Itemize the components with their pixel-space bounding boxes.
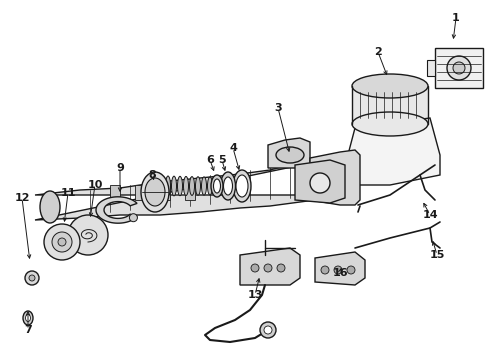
Polygon shape [110, 185, 120, 200]
Circle shape [68, 215, 108, 255]
Ellipse shape [207, 177, 213, 195]
Circle shape [44, 224, 80, 260]
Ellipse shape [196, 177, 200, 195]
Circle shape [453, 62, 465, 74]
Circle shape [129, 214, 137, 222]
Polygon shape [427, 60, 435, 76]
Polygon shape [135, 185, 145, 200]
Polygon shape [268, 138, 310, 168]
Ellipse shape [177, 176, 182, 196]
Polygon shape [295, 160, 345, 203]
Ellipse shape [201, 177, 206, 195]
Text: 16: 16 [332, 268, 348, 278]
Polygon shape [315, 252, 365, 285]
Polygon shape [435, 48, 483, 88]
Circle shape [334, 266, 342, 274]
Ellipse shape [23, 311, 33, 325]
Ellipse shape [214, 179, 220, 193]
Text: 12: 12 [14, 193, 30, 203]
Ellipse shape [211, 175, 223, 197]
Text: 7: 7 [24, 325, 32, 335]
Polygon shape [185, 185, 195, 200]
Polygon shape [96, 197, 137, 223]
Ellipse shape [183, 176, 189, 195]
Text: 14: 14 [422, 210, 438, 220]
Ellipse shape [172, 176, 176, 196]
Circle shape [321, 266, 329, 274]
Ellipse shape [352, 112, 428, 136]
Text: 8: 8 [148, 170, 156, 180]
Circle shape [251, 264, 259, 272]
Text: 3: 3 [274, 103, 282, 113]
Circle shape [310, 173, 330, 193]
Ellipse shape [25, 315, 30, 321]
Text: 15: 15 [429, 250, 445, 260]
Ellipse shape [276, 147, 304, 163]
Circle shape [447, 56, 471, 80]
Circle shape [277, 264, 285, 272]
Circle shape [52, 232, 72, 252]
Circle shape [25, 271, 39, 285]
Ellipse shape [220, 172, 236, 200]
Ellipse shape [223, 177, 232, 195]
Polygon shape [160, 185, 170, 200]
Text: 11: 11 [60, 188, 76, 198]
Ellipse shape [166, 176, 171, 196]
Ellipse shape [145, 178, 165, 206]
Text: 13: 13 [247, 290, 263, 300]
Text: 6: 6 [206, 155, 214, 165]
Ellipse shape [352, 74, 428, 98]
Polygon shape [310, 150, 360, 205]
Polygon shape [352, 86, 428, 124]
Circle shape [264, 326, 272, 334]
Circle shape [260, 322, 276, 338]
Text: 9: 9 [116, 163, 124, 173]
Text: 4: 4 [229, 143, 237, 153]
Circle shape [347, 266, 355, 274]
Text: 1: 1 [452, 13, 460, 23]
Polygon shape [35, 155, 350, 220]
Ellipse shape [141, 172, 169, 212]
Ellipse shape [40, 191, 60, 223]
Circle shape [58, 238, 66, 246]
Text: 5: 5 [218, 155, 226, 165]
Polygon shape [340, 118, 440, 185]
Text: 2: 2 [374, 47, 382, 57]
Circle shape [29, 275, 35, 281]
Text: 10: 10 [87, 180, 103, 190]
Polygon shape [240, 248, 300, 285]
Ellipse shape [236, 175, 248, 197]
Circle shape [264, 264, 272, 272]
Ellipse shape [190, 177, 195, 195]
Ellipse shape [233, 170, 251, 202]
